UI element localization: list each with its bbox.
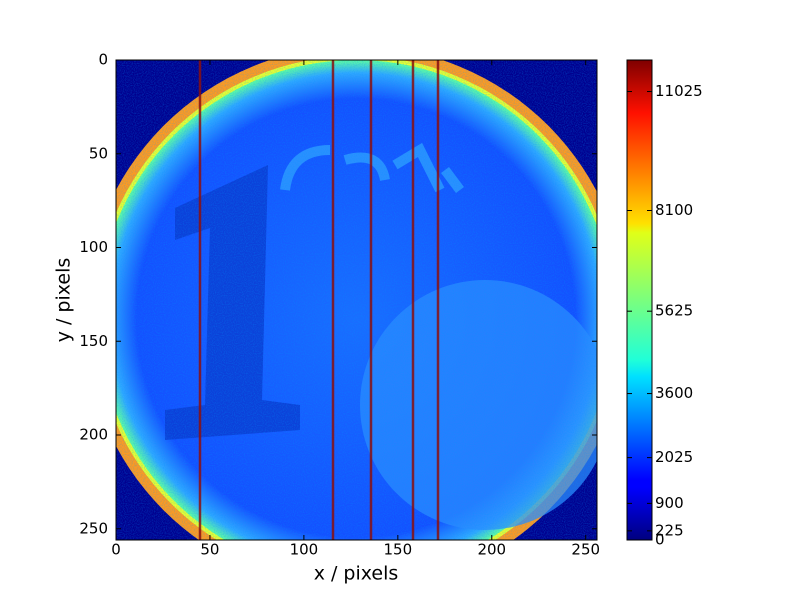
x-tick-label: 100 (290, 541, 319, 559)
x-tick-label: 250 (571, 541, 600, 559)
colorbar (626, 59, 653, 541)
colorbar-tick-label: 8100 (655, 201, 693, 219)
colorbar-tick-label: 5625 (655, 302, 693, 320)
colorbar-tick-label: 900 (655, 494, 684, 512)
image (116, 60, 597, 540)
y-tick-label: 200 (79, 426, 108, 444)
colorbar-tick-label: 0 (655, 531, 665, 549)
y-tick-label: 100 (79, 238, 108, 256)
x-tick-label: 150 (384, 541, 413, 559)
y-tick-label: 50 (89, 144, 108, 162)
x-tick-label: 200 (477, 541, 506, 559)
y-axis-label: y / pixels (53, 258, 75, 343)
colorbar-tick-label: 2025 (655, 448, 693, 466)
axes-frame (115, 59, 598, 541)
y-tick-label: 150 (79, 332, 108, 350)
colorbar-tick-label: 225 (655, 521, 684, 539)
y-tick-label: 0 (98, 51, 108, 69)
colorbar-tick-label: 11025 (655, 82, 703, 100)
colorbar-tick-label: 3600 (655, 384, 693, 402)
x-tick-label: 50 (200, 541, 219, 559)
x-axis-label: x / pixels (314, 563, 399, 585)
y-tick-label: 250 (79, 519, 108, 537)
x-tick-label: 0 (111, 541, 121, 559)
